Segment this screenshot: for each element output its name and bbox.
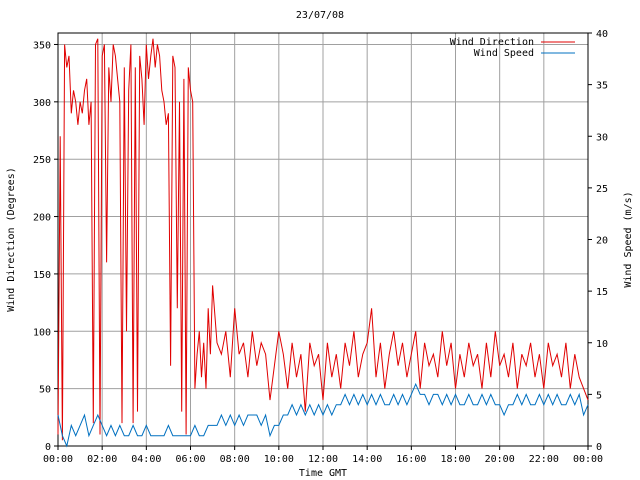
x-tick-label: 06:00 <box>175 454 205 465</box>
y-left-tick-label: 150 <box>33 270 51 281</box>
y-axis-left-label: Wind Direction (Degrees) <box>6 167 17 312</box>
y-axis-left: 0 50 100 150 200 250 300 350 <box>33 40 58 453</box>
x-tick-label: 04:00 <box>131 454 161 465</box>
x-tick-label: 00:00 <box>573 454 603 465</box>
y-right-tick-label: 25 <box>596 184 608 195</box>
y-right-tick-label: 5 <box>596 390 602 401</box>
y-left-tick-label: 300 <box>33 98 51 109</box>
y-left-tick-label: 350 <box>33 40 51 51</box>
y-right-tick-label: 10 <box>596 339 608 350</box>
x-tick-label: 16:00 <box>396 454 426 465</box>
y-left-tick-label: 100 <box>33 327 51 338</box>
y-axis-right-label: Wind Speed (m/s) <box>623 191 634 287</box>
x-tick-label: 02:00 <box>87 454 117 465</box>
y-right-tick-label: 0 <box>596 442 602 453</box>
x-tick-label: 08:00 <box>220 454 250 465</box>
y-axis-right: 0 5 10 15 20 25 30 35 40 <box>588 29 608 453</box>
y-left-tick-label: 50 <box>39 385 51 396</box>
x-tick-label: 14:00 <box>352 454 382 465</box>
y-left-tick-label: 200 <box>33 213 51 224</box>
y-right-tick-label: 15 <box>596 287 608 298</box>
y-right-tick-label: 40 <box>596 29 608 40</box>
legend-label: Wind Speed <box>474 48 534 59</box>
x-tick-label: 18:00 <box>440 454 470 465</box>
x-tick-label: 12:00 <box>308 454 338 465</box>
legend-label: Wind Direction <box>450 37 534 48</box>
x-tick-label: 10:00 <box>264 454 294 465</box>
series-line-wind-speed <box>57 382 589 448</box>
series-line-wind-direction <box>57 38 589 441</box>
x-axis: 00:00 02:00 04:00 06:00 08:00 10:00 12:00 14:00… <box>43 446 603 465</box>
series-layer <box>57 38 589 448</box>
y-right-tick-label: 20 <box>596 236 608 247</box>
x-tick-label: 22:00 <box>529 454 559 465</box>
x-tick-label: 20:00 <box>485 454 515 465</box>
y-right-tick-label: 35 <box>596 81 608 92</box>
x-axis-label: Time GMT <box>299 468 347 479</box>
y-left-tick-label: 0 <box>45 442 51 453</box>
chart-title: 23/07/08 <box>295 10 345 21</box>
y-right-tick-label: 30 <box>596 132 608 143</box>
x-tick-label: 00:00 <box>43 454 73 465</box>
y-left-tick-label: 250 <box>33 155 51 166</box>
